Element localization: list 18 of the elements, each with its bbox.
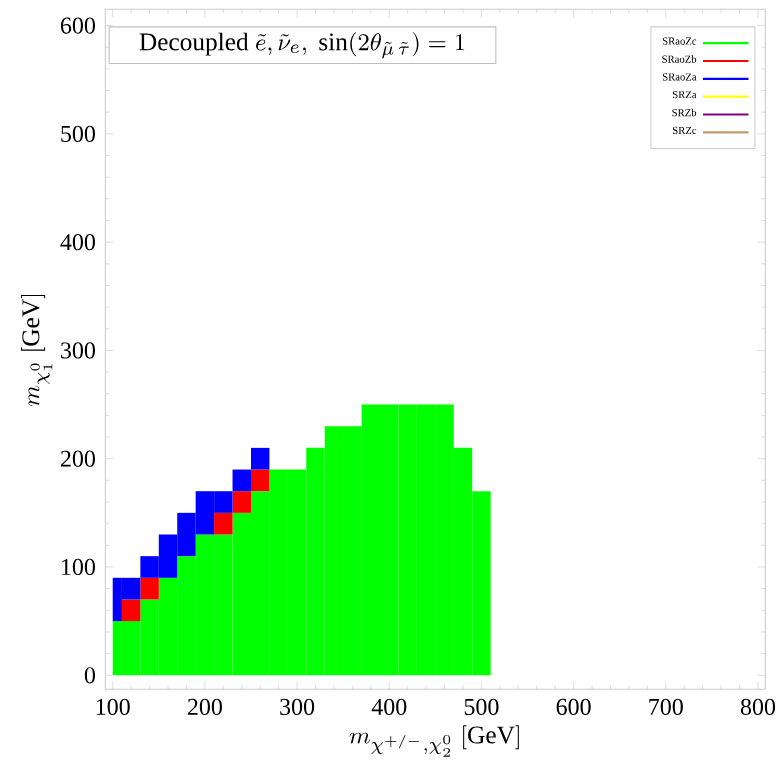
y-tick-label: 100 (62, 558, 95, 576)
x-tick-label: 600 (556, 698, 591, 715)
y-tick-label: 300 (61, 342, 95, 359)
x-tick-label: 700 (649, 698, 683, 715)
y-tick-label: 200 (60, 450, 95, 467)
y-axis-title: $m_{\chi_{1}^{0}}\ [\mathrm{GeV}]$ (21, 294, 53, 406)
x-tick-label: 800 (740, 698, 776, 715)
x-axis-title: $m_{\chi^{+/-},\chi_{2}^{0}}\ [\mathrm{GeV}]$ (349, 725, 519, 757)
y-tick-label: 500 (61, 125, 95, 142)
y-tick-label: 600 (60, 17, 95, 34)
x-tick-label: 200 (187, 698, 222, 715)
x-tick-label: 500 (464, 698, 499, 715)
y-tick-label: 0 (84, 667, 95, 684)
x-tick-label: 300 (280, 698, 315, 715)
x-tick-label: 100 (96, 698, 130, 715)
text: $\mathrm{Decoupled}\ \tilde{e},\tilde{\nu}_{e},\ \sin(2\theta_{\tilde{\mu}\,\tilde{\tau}})=1$ (139, 32, 465, 59)
x-tick-label: 400 (371, 698, 407, 715)
y-tick-label: 400 (60, 234, 95, 251)
